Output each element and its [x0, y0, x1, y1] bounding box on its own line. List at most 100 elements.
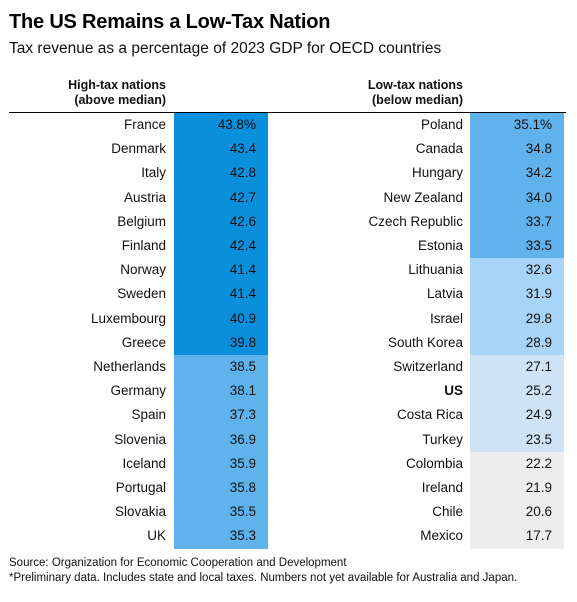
country-name: Denmark — [111, 141, 166, 157]
tax-value-cell: 42.6 — [174, 209, 268, 235]
tax-value-cell: 39.8 — [174, 330, 268, 356]
table-row: Lithuania 32.6 — [0, 258, 577, 284]
table-row: Luxembourg 40.9 — [0, 306, 577, 332]
tax-value-cell: 34.0 — [470, 185, 564, 211]
tax-value-cell: 35.9 — [174, 451, 268, 477]
country-name: Ireland — [421, 480, 463, 495]
country-name: Iceland — [122, 455, 166, 471]
tax-value-cell: 34.8 — [470, 137, 564, 163]
high-tax-header: High-tax nations (above median) — [68, 78, 166, 108]
tax-value-cell: 27.1 — [470, 355, 564, 380]
tax-value-cell: 21.9 — [470, 476, 564, 501]
table-row: Sweden 41.4 — [0, 282, 577, 308]
tax-value-cell: 20.6 — [470, 500, 564, 526]
tax-value-cell: 42.8 — [174, 161, 268, 187]
country-name: Spain — [131, 407, 166, 423]
country-name: Israel — [429, 310, 463, 326]
tax-value-cell: 35.1% — [470, 113, 564, 138]
table-row: France 43.8% — [0, 113, 577, 138]
country-name: UK — [147, 528, 166, 544]
source-note: Source: Organization for Economic Cooper… — [9, 557, 347, 569]
country-name: Chile — [432, 504, 463, 520]
tax-value-cell: 38.1 — [174, 379, 268, 405]
table-row: Mexico 17.7 — [0, 524, 577, 550]
tax-value-cell: 33.5 — [470, 234, 564, 259]
table-row: South Korea 28.9 — [0, 330, 577, 356]
country-name: Greece — [121, 334, 166, 350]
country-name: Poland — [420, 117, 463, 132]
tax-value-cell: 35.8 — [174, 476, 268, 501]
country-name: Netherlands — [93, 359, 166, 374]
table-row: Ireland 21.9 — [0, 476, 577, 501]
tax-value-cell: 23.5 — [470, 427, 564, 453]
tax-value-cell: 28.9 — [470, 330, 564, 356]
chart-subtitle: Tax revenue as a percentage of 2023 GDP … — [9, 40, 442, 57]
country-name: Mexico — [420, 528, 463, 544]
country-name: Czech Republic — [368, 213, 463, 229]
table-row: Netherlands 38.5 — [0, 355, 577, 380]
table-row: Slovakia 35.5 — [0, 500, 577, 526]
table-row: Switzerland 27.1 — [0, 355, 577, 380]
tax-value-cell: 38.5 — [174, 355, 268, 380]
table-row: Turkey 23.5 — [0, 427, 577, 453]
country-name: Latvia — [426, 286, 463, 302]
tax-value-cell: 25.2 — [470, 379, 564, 405]
table-row: Colombia 22.2 — [0, 451, 577, 477]
tax-value-cell: 29.8 — [470, 306, 564, 332]
country-name: Slovenia — [114, 431, 166, 447]
tax-value-cell: 17.7 — [470, 524, 564, 550]
country-name: Finland — [121, 238, 166, 253]
tax-value-cell: 43.4 — [174, 137, 268, 163]
table-row: Greece 39.8 — [0, 330, 577, 356]
table-row: Poland 35.1% — [0, 113, 577, 138]
tax-value-cell: 31.9 — [470, 282, 564, 308]
tax-value-cell: 42.4 — [174, 234, 268, 259]
table-row: Slovenia 36.9 — [0, 427, 577, 453]
table-row: Denmark 43.4 — [0, 137, 577, 163]
country-name: Estonia — [417, 238, 463, 253]
country-name: Portugal — [115, 480, 166, 495]
table-row: New Zealand 34.0 — [0, 185, 577, 211]
country-name: Switzerland — [393, 359, 463, 374]
table-row: Latvia 31.9 — [0, 282, 577, 308]
country-name: Turkey — [422, 431, 463, 447]
tax-value-cell: 37.3 — [174, 403, 268, 429]
high-tax-header-line1: High-tax nations — [68, 78, 166, 92]
tax-value-cell: 41.4 — [174, 258, 268, 284]
tax-value-cell: 36.9 — [174, 427, 268, 453]
high-tax-header-line2: (above median) — [74, 93, 166, 107]
country-name: Luxembourg — [90, 310, 166, 326]
country-name: US — [444, 383, 463, 399]
table-row: Italy 42.8 — [0, 161, 577, 187]
tax-value-cell: 24.9 — [470, 403, 564, 429]
tax-value-cell: 40.9 — [174, 306, 268, 332]
table-row: Finland 42.4 — [0, 234, 577, 259]
footnote: *Preliminary data. Includes state and lo… — [9, 572, 518, 584]
low-tax-header-line2: (below median) — [372, 93, 463, 107]
country-name: Italy — [141, 165, 166, 181]
tax-value-cell: 34.2 — [470, 161, 564, 187]
table-row: Israel 29.8 — [0, 306, 577, 332]
table-row: Czech Republic 33.7 — [0, 209, 577, 235]
table-row: Spain 37.3 — [0, 403, 577, 429]
country-name: Slovakia — [114, 504, 166, 520]
tax-value-cell: 32.6 — [470, 258, 564, 284]
country-name: South Korea — [387, 334, 463, 350]
tax-value-cell: 35.5 — [174, 500, 268, 526]
country-name: Costa Rica — [396, 407, 463, 423]
country-name: Canada — [415, 141, 463, 157]
table-row: Germany 38.1 — [0, 379, 577, 405]
table-row: Austria 42.7 — [0, 185, 577, 211]
tax-value-cell: 35.3 — [174, 524, 268, 550]
country-name: France — [123, 117, 166, 132]
table-row: Chile 20.6 — [0, 500, 577, 526]
low-tax-header: Low-tax nations (below median) — [368, 78, 463, 108]
country-name: Hungary — [411, 165, 463, 181]
country-name: Belgium — [117, 213, 166, 229]
table-row: Iceland 35.9 — [0, 451, 577, 477]
chart-title: The US Remains a Low-Tax Nation — [9, 11, 331, 33]
table-row: Portugal 35.8 — [0, 476, 577, 501]
tax-value-cell: 42.7 — [174, 185, 268, 211]
country-name: Sweden — [117, 286, 166, 302]
table-row: Costa Rica 24.9 — [0, 403, 577, 429]
